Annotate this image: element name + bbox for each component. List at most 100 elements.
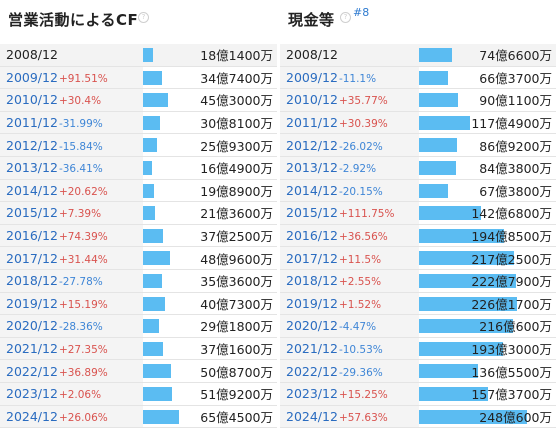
bar-cell	[142, 337, 201, 361]
year-cell: 2012/12-26.02%	[280, 133, 420, 157]
year-link[interactable]: 2015/12	[286, 205, 338, 221]
bar-cell	[419, 179, 472, 203]
change-percent: -28.36%	[58, 321, 103, 334]
year-link[interactable]: 2018/12	[286, 273, 338, 289]
year-link[interactable]: 2017/12	[6, 250, 58, 266]
value-text: 40億7300万	[200, 296, 273, 312]
year-cell: 2016/12+74.39%	[0, 224, 143, 248]
bar-cell	[142, 133, 201, 157]
value-bar	[419, 228, 505, 243]
year-link[interactable]: 2013/12	[286, 160, 338, 176]
value-bar	[142, 386, 172, 401]
value-text: 90億1100万	[479, 93, 552, 109]
value-bar	[419, 251, 515, 266]
change-percent: +2.55%	[338, 276, 382, 289]
year-cell: 2014/12-20.15%	[280, 179, 420, 203]
value-cell: 48億9600万	[200, 246, 277, 270]
value-text: 30億8100万	[200, 116, 273, 132]
value-bar	[142, 115, 160, 130]
year-cell: 2022/12-29.36%	[280, 359, 420, 383]
help-icon[interactable]: ?	[340, 12, 351, 23]
value-cell: 66億3700万	[471, 66, 556, 90]
bar-cell	[419, 314, 514, 338]
change-percent: -29.36%	[338, 366, 383, 379]
change-percent: +36.56%	[338, 231, 388, 244]
year-link[interactable]: 2009/12	[6, 69, 58, 85]
value-bar	[142, 183, 154, 198]
value-bar	[419, 206, 482, 221]
value-bar	[142, 70, 162, 85]
year-cell: 2014/12+20.62%	[0, 179, 143, 203]
year-link[interactable]: 2018/12	[6, 273, 58, 289]
value-bar	[419, 115, 471, 130]
bar-cell	[419, 405, 528, 428]
value-text: 216億600万	[479, 319, 552, 335]
table-row: 2021/12+27.35% 37億1600万	[0, 337, 277, 361]
year-link[interactable]: 2023/12	[286, 386, 338, 402]
year-link[interactable]: 2022/12	[6, 363, 58, 379]
value-cell: 226億1700万	[471, 292, 556, 316]
year-cell: 2018/12-27.78%	[0, 269, 143, 293]
year-link[interactable]: 2014/12	[6, 182, 58, 198]
value-cell: 21億3600万	[200, 201, 277, 225]
year-link[interactable]: 2012/12	[6, 137, 58, 153]
help-icon[interactable]: ?	[138, 12, 149, 23]
year-cell: 2019/12+1.52%	[280, 292, 420, 316]
table-row: 2011/12-31.99% 30億8100万	[0, 111, 277, 135]
year-link[interactable]: 2011/12	[286, 115, 338, 131]
value-text: 37億2500万	[200, 229, 273, 245]
year-link[interactable]: 2019/12	[6, 295, 58, 311]
rank-link[interactable]: #8	[353, 6, 370, 19]
change-percent: +30.4%	[58, 95, 102, 108]
year-cell: 2010/12+30.4%	[0, 88, 143, 112]
year-link[interactable]: 2022/12	[286, 363, 338, 379]
change-percent: +1.52%	[338, 298, 382, 311]
value-cell: 37億2500万	[200, 224, 277, 248]
change-percent: -36.41%	[58, 163, 103, 176]
table-row: 2018/12+2.55% 222億7900万	[280, 269, 556, 293]
year-link[interactable]: 2010/12	[286, 92, 338, 108]
value-bar	[419, 138, 458, 153]
year-link[interactable]: 2017/12	[286, 250, 338, 266]
table-row: 2020/12-4.47% 216億600万	[280, 314, 556, 338]
bar-cell	[142, 201, 201, 225]
table-row: 2014/12+20.62% 19億8900万	[0, 179, 277, 203]
bar-cell	[142, 66, 201, 90]
year-link[interactable]: 2012/12	[286, 137, 338, 153]
year-link[interactable]: 2014/12	[286, 182, 338, 198]
cash-panel: 現金等 #8 ? 2008/12 74億6600万 2009/12-11.1% 66億…	[280, 0, 556, 428]
year-link[interactable]: 2024/12	[286, 408, 338, 424]
bar-cell	[419, 359, 479, 383]
change-percent: +57.63%	[338, 411, 388, 424]
value-cell: 74億6600万	[471, 44, 556, 67]
year-link[interactable]: 2015/12	[6, 205, 58, 221]
year-link[interactable]: 2021/12	[6, 341, 58, 357]
year-link[interactable]: 2009/12	[286, 69, 338, 85]
year-link[interactable]: 2011/12	[6, 115, 58, 131]
change-percent: +91.51%	[58, 72, 108, 85]
year-link[interactable]: 2010/12	[6, 92, 58, 108]
year-link[interactable]: 2020/12	[286, 318, 338, 334]
year-link[interactable]: 2019/12	[286, 295, 338, 311]
year-link[interactable]: 2024/12	[6, 408, 58, 424]
value-bar	[419, 364, 479, 379]
bar-cell	[419, 337, 504, 361]
value-text: 65億4500万	[200, 409, 273, 425]
change-percent: -10.53%	[338, 344, 383, 357]
year-link[interactable]: 2016/12	[286, 228, 338, 244]
year-link[interactable]: 2020/12	[6, 318, 58, 334]
value-cell: 37億1600万	[200, 337, 277, 361]
year-link[interactable]: 2013/12	[6, 160, 58, 176]
value-text: 157億3700万	[471, 387, 552, 403]
year-cell: 2024/12+26.06%	[0, 405, 143, 428]
value-bar	[419, 93, 459, 108]
change-percent: -15.84%	[58, 140, 103, 153]
year-link[interactable]: 2016/12	[6, 228, 58, 244]
year-cell: 2024/12+57.63%	[280, 405, 420, 428]
value-bar	[142, 138, 157, 153]
year-cell: 2009/12-11.1%	[280, 66, 420, 90]
year-link[interactable]: 2021/12	[286, 341, 338, 357]
year-link[interactable]: 2023/12	[6, 386, 58, 402]
change-percent: +15.25%	[338, 389, 388, 402]
table-row: 2022/12-29.36% 136億5500万	[280, 359, 556, 383]
